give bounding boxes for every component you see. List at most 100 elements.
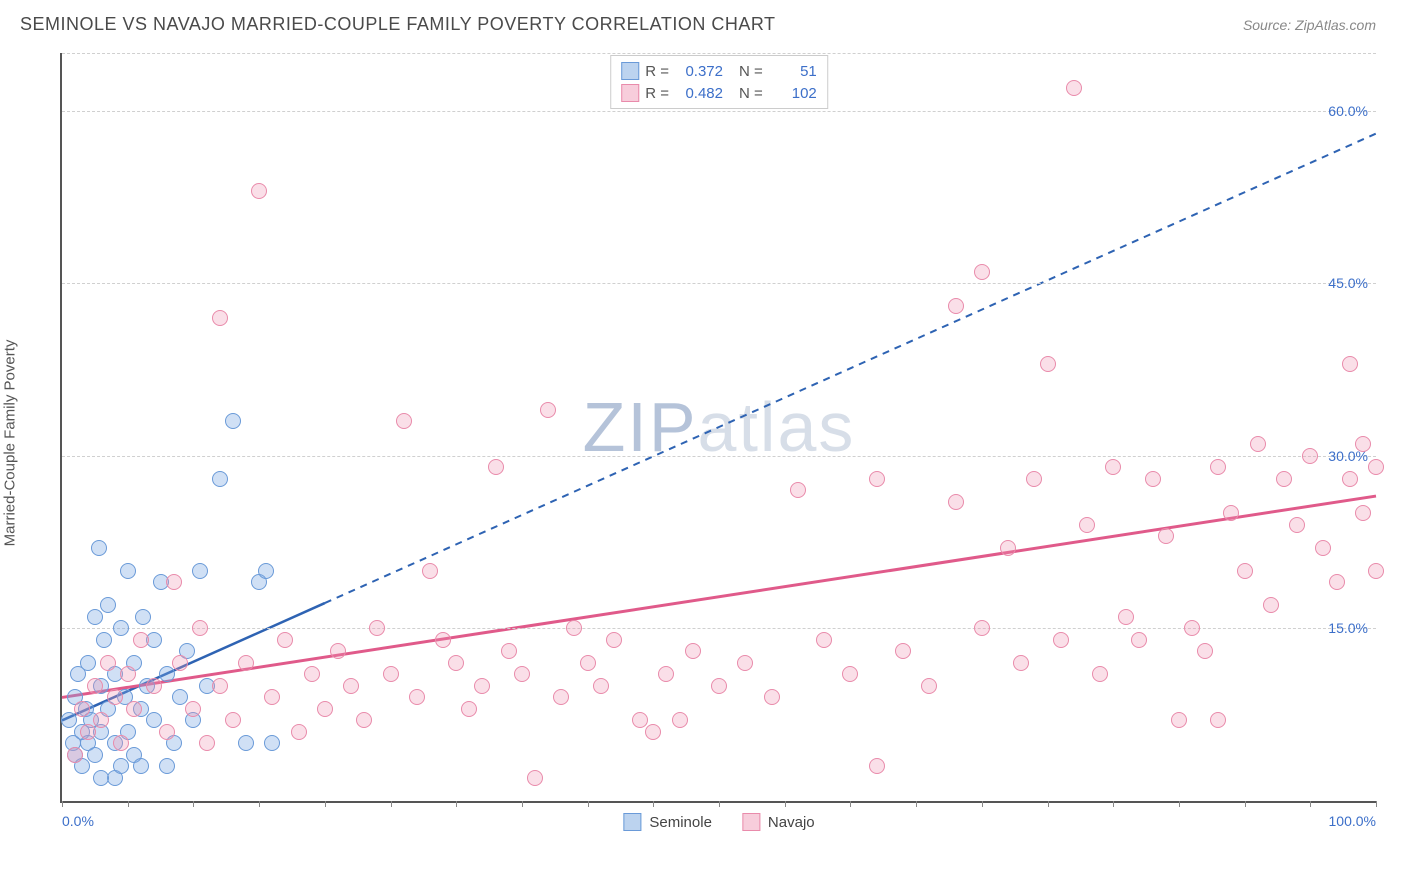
x-tick [719, 801, 720, 807]
scatter-point [356, 712, 372, 728]
scatter-point [369, 620, 385, 636]
scatter-point [93, 770, 109, 786]
scatter-point [192, 563, 208, 579]
scatter-point [212, 678, 228, 694]
scatter-point [251, 183, 267, 199]
legend-item: Seminole [623, 813, 712, 831]
x-tick [1048, 801, 1049, 807]
x-tick [522, 801, 523, 807]
legend-item: Navajo [742, 813, 815, 831]
scatter-point [172, 689, 188, 705]
r-value: 0.482 [675, 85, 723, 102]
scatter-point [1210, 459, 1226, 475]
scatter-point [1158, 528, 1174, 544]
scatter-point [1368, 563, 1384, 579]
scatter-point [1066, 80, 1082, 96]
scatter-point [1079, 517, 1095, 533]
scatter-point [658, 666, 674, 682]
scatter-point [606, 632, 622, 648]
scatter-point [113, 735, 129, 751]
scatter-point [1145, 471, 1161, 487]
scatter-point [1289, 517, 1305, 533]
scatter-point [87, 678, 103, 694]
scatter-point [159, 724, 175, 740]
scatter-point [199, 735, 215, 751]
scatter-point [133, 758, 149, 774]
gridline-h [62, 53, 1376, 54]
scatter-point [330, 643, 346, 659]
scatter-point [1342, 356, 1358, 372]
scatter-point [974, 264, 990, 280]
scatter-point [383, 666, 399, 682]
scatter-point [1329, 574, 1345, 590]
y-tick-label: 60.0% [1328, 103, 1368, 119]
r-value: 0.372 [675, 63, 723, 80]
source-label: Source: ZipAtlas.com [1243, 17, 1376, 33]
correlation-row: R =0.372N =51 [621, 60, 817, 82]
scatter-point [553, 689, 569, 705]
scatter-point [120, 666, 136, 682]
scatter-point [146, 712, 162, 728]
scatter-point [135, 609, 151, 625]
x-tick [850, 801, 851, 807]
scatter-point [120, 563, 136, 579]
scatter-point [192, 620, 208, 636]
scatter-point [80, 655, 96, 671]
x-tick [128, 801, 129, 807]
scatter-point [790, 482, 806, 498]
y-tick-label: 45.0% [1328, 275, 1368, 291]
scatter-point [264, 689, 280, 705]
scatter-point [514, 666, 530, 682]
scatter-point [258, 563, 274, 579]
scatter-point [1368, 459, 1384, 475]
scatter-point [304, 666, 320, 682]
scatter-point [869, 471, 885, 487]
scatter-point [277, 632, 293, 648]
legend-swatch [742, 813, 760, 831]
scatter-point [1355, 436, 1371, 452]
scatter-point [580, 655, 596, 671]
scatter-point [685, 643, 701, 659]
legend-label: Navajo [768, 814, 815, 831]
scatter-point [80, 724, 96, 740]
scatter-point [501, 643, 517, 659]
scatter-point [737, 655, 753, 671]
scatter-point [1302, 448, 1318, 464]
scatter-point [225, 413, 241, 429]
scatter-point [1342, 471, 1358, 487]
scatter-point [61, 712, 77, 728]
scatter-point [895, 643, 911, 659]
n-label: N = [739, 63, 763, 80]
scatter-point [67, 747, 83, 763]
scatter-point [172, 655, 188, 671]
scatter-point [593, 678, 609, 694]
n-value: 51 [769, 63, 817, 80]
scatter-point [764, 689, 780, 705]
scatter-point [645, 724, 661, 740]
x-tick [62, 801, 63, 807]
x-tick [456, 801, 457, 807]
scatter-point [146, 678, 162, 694]
x-tick [588, 801, 589, 807]
scatter-point [159, 666, 175, 682]
scatter-point [264, 735, 280, 751]
scatter-point [672, 712, 688, 728]
scatter-point [711, 678, 727, 694]
source-prefix: Source: [1243, 17, 1295, 33]
scatter-point [1263, 597, 1279, 613]
x-tick [1376, 801, 1377, 807]
x-tick [193, 801, 194, 807]
scatter-point [842, 666, 858, 682]
scatter-point [948, 298, 964, 314]
scatter-point [133, 632, 149, 648]
scatter-point [461, 701, 477, 717]
scatter-point [238, 655, 254, 671]
scatter-point [225, 712, 241, 728]
x-tick [391, 801, 392, 807]
scatter-point [1315, 540, 1331, 556]
scatter-point [1184, 620, 1200, 636]
x-tick [785, 801, 786, 807]
scatter-point [632, 712, 648, 728]
trendline [62, 496, 1376, 697]
x-tick [916, 801, 917, 807]
